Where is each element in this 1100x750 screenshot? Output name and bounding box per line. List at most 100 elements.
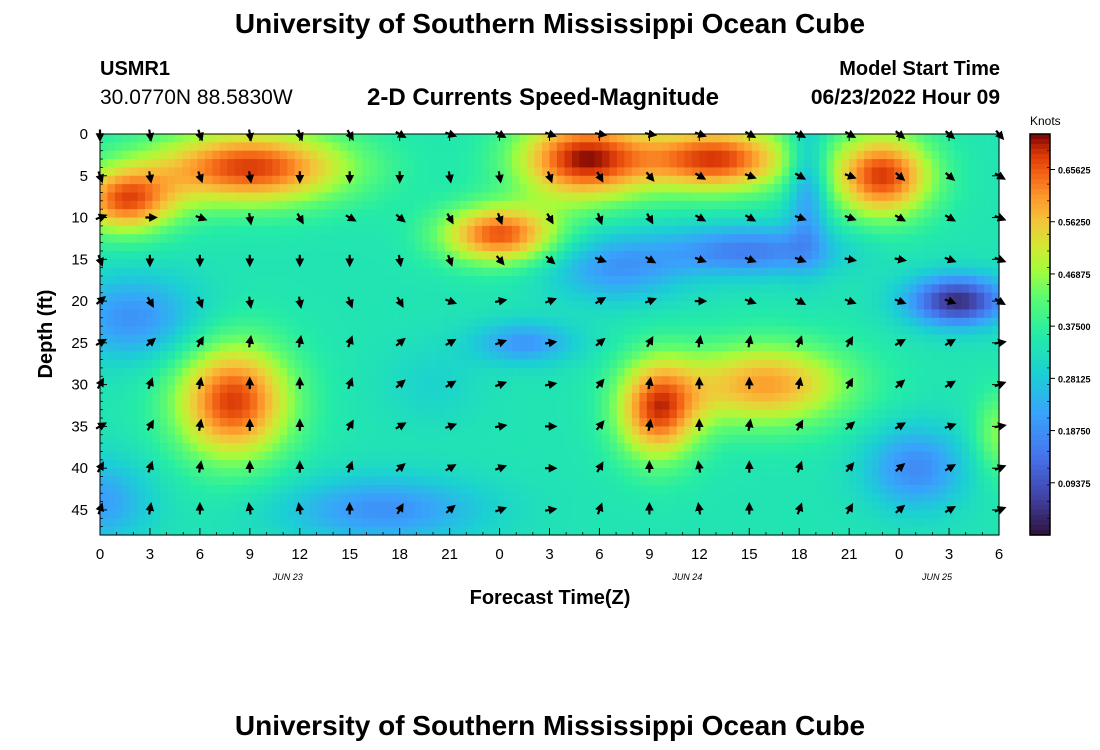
heatmap-cell	[459, 334, 468, 344]
heatmap-cell	[594, 134, 603, 143]
heatmap-cell	[467, 192, 476, 202]
heatmap-cell	[549, 267, 558, 277]
heatmap-cell	[422, 309, 431, 319]
heatmap-cell	[399, 150, 408, 160]
heatmap-cell	[242, 184, 251, 194]
heatmap-cell	[339, 459, 348, 469]
heatmap-cell	[654, 276, 663, 285]
heatmap-cell	[684, 159, 693, 169]
heatmap-cell	[811, 409, 820, 419]
heatmap-cell	[459, 225, 468, 235]
heatmap-cell	[879, 267, 888, 277]
heatmap-cell	[706, 167, 715, 177]
heatmap-cell	[946, 342, 955, 352]
heatmap-cell	[317, 451, 326, 461]
heatmap-cell	[721, 384, 730, 394]
heatmap-cell	[714, 426, 723, 436]
heatmap-cell	[744, 175, 753, 185]
heatmap-cell	[879, 234, 888, 244]
heatmap-cell	[706, 200, 715, 210]
heatmap-cell	[609, 459, 618, 469]
heatmap-cell	[579, 167, 588, 177]
chart-subtitle: 2-D Currents Speed-Magnitude	[367, 84, 720, 111]
heatmap-cell	[182, 209, 191, 219]
heatmap-cell	[616, 326, 626, 336]
heatmap-cell	[984, 367, 993, 377]
heatmap-cell	[781, 167, 790, 177]
heatmap-cell	[549, 276, 558, 285]
heatmap-cell	[182, 250, 191, 260]
heatmap-cell	[616, 301, 626, 311]
heatmap-cell	[586, 384, 596, 394]
heatmap-cell	[152, 200, 161, 210]
heatmap-cell	[721, 192, 730, 202]
heatmap-cell	[631, 376, 640, 386]
heatmap-cell	[609, 217, 618, 227]
model-start-label: Model Start Time	[839, 58, 1000, 80]
heatmap-cell	[167, 451, 176, 461]
heatmap-cell	[939, 326, 948, 336]
heatmap-cell	[601, 409, 611, 419]
heatmap-cell	[339, 426, 348, 436]
heatmap-cell	[984, 284, 993, 294]
heatmap-cell	[586, 418, 596, 427]
heatmap-cell	[676, 259, 685, 269]
heatmap-cell	[354, 284, 363, 294]
heatmap-cell	[714, 267, 723, 277]
heatmap-cell	[332, 359, 341, 369]
heatmap-cell	[556, 418, 566, 427]
heatmap-cell	[257, 192, 266, 202]
heatmap-cell	[174, 209, 184, 219]
heatmap-cell	[527, 451, 536, 461]
heatmap-cell	[931, 175, 940, 185]
heatmap-cell	[654, 468, 663, 478]
heatmap-cell	[452, 384, 461, 394]
heatmap-cell	[901, 167, 910, 177]
heatmap-cell	[751, 451, 760, 461]
heatmap-cell	[969, 267, 978, 277]
heatmap-cell	[781, 209, 790, 219]
heatmap-cell	[766, 326, 775, 336]
heatmap-cell	[991, 334, 1000, 344]
heatmap-cell	[774, 200, 783, 210]
heatmap-cell	[294, 309, 303, 319]
heatmap-cell	[684, 434, 693, 444]
heatmap-cell	[459, 326, 468, 336]
heatmap-cell	[751, 142, 760, 152]
heatmap-cell	[586, 334, 596, 344]
heatmap-cell	[107, 434, 116, 444]
heatmap-cell	[519, 459, 528, 469]
heatmap-cell	[721, 301, 730, 311]
heatmap-cell	[624, 342, 633, 352]
heatmap-cell	[766, 334, 775, 344]
heatmap-cell	[639, 376, 648, 386]
heatmap-cell	[174, 167, 184, 177]
heatmap-cell	[137, 242, 146, 252]
heatmap-cell	[766, 384, 775, 394]
heatmap-cell	[407, 317, 416, 327]
heatmap-cell	[399, 301, 408, 311]
heatmap-cell	[616, 276, 626, 285]
heatmap-cell	[152, 234, 161, 244]
heatmap-cell	[894, 409, 903, 419]
heatmap-cell	[137, 184, 146, 194]
heatmap-cell	[542, 184, 551, 194]
heatmap-cell	[834, 250, 843, 260]
heatmap-cell	[856, 242, 865, 252]
heatmap-cell	[721, 443, 730, 453]
heatmap-cell	[309, 426, 318, 436]
heatmap-cell	[377, 392, 386, 402]
heatmap-cell	[721, 234, 730, 244]
heatmap-cell	[811, 292, 820, 302]
heatmap-cell	[257, 234, 266, 244]
heatmap-cell	[324, 150, 333, 160]
heatmap-cell	[721, 434, 730, 444]
heatmap-cell	[676, 409, 685, 419]
heatmap-cell	[706, 342, 715, 352]
heatmap-cell	[399, 284, 408, 294]
heatmap-cell	[849, 200, 858, 210]
heatmap-cell	[744, 359, 753, 369]
heatmap-cell	[601, 468, 611, 478]
heatmap-cell	[369, 443, 378, 453]
heatmap-cell	[819, 276, 828, 285]
